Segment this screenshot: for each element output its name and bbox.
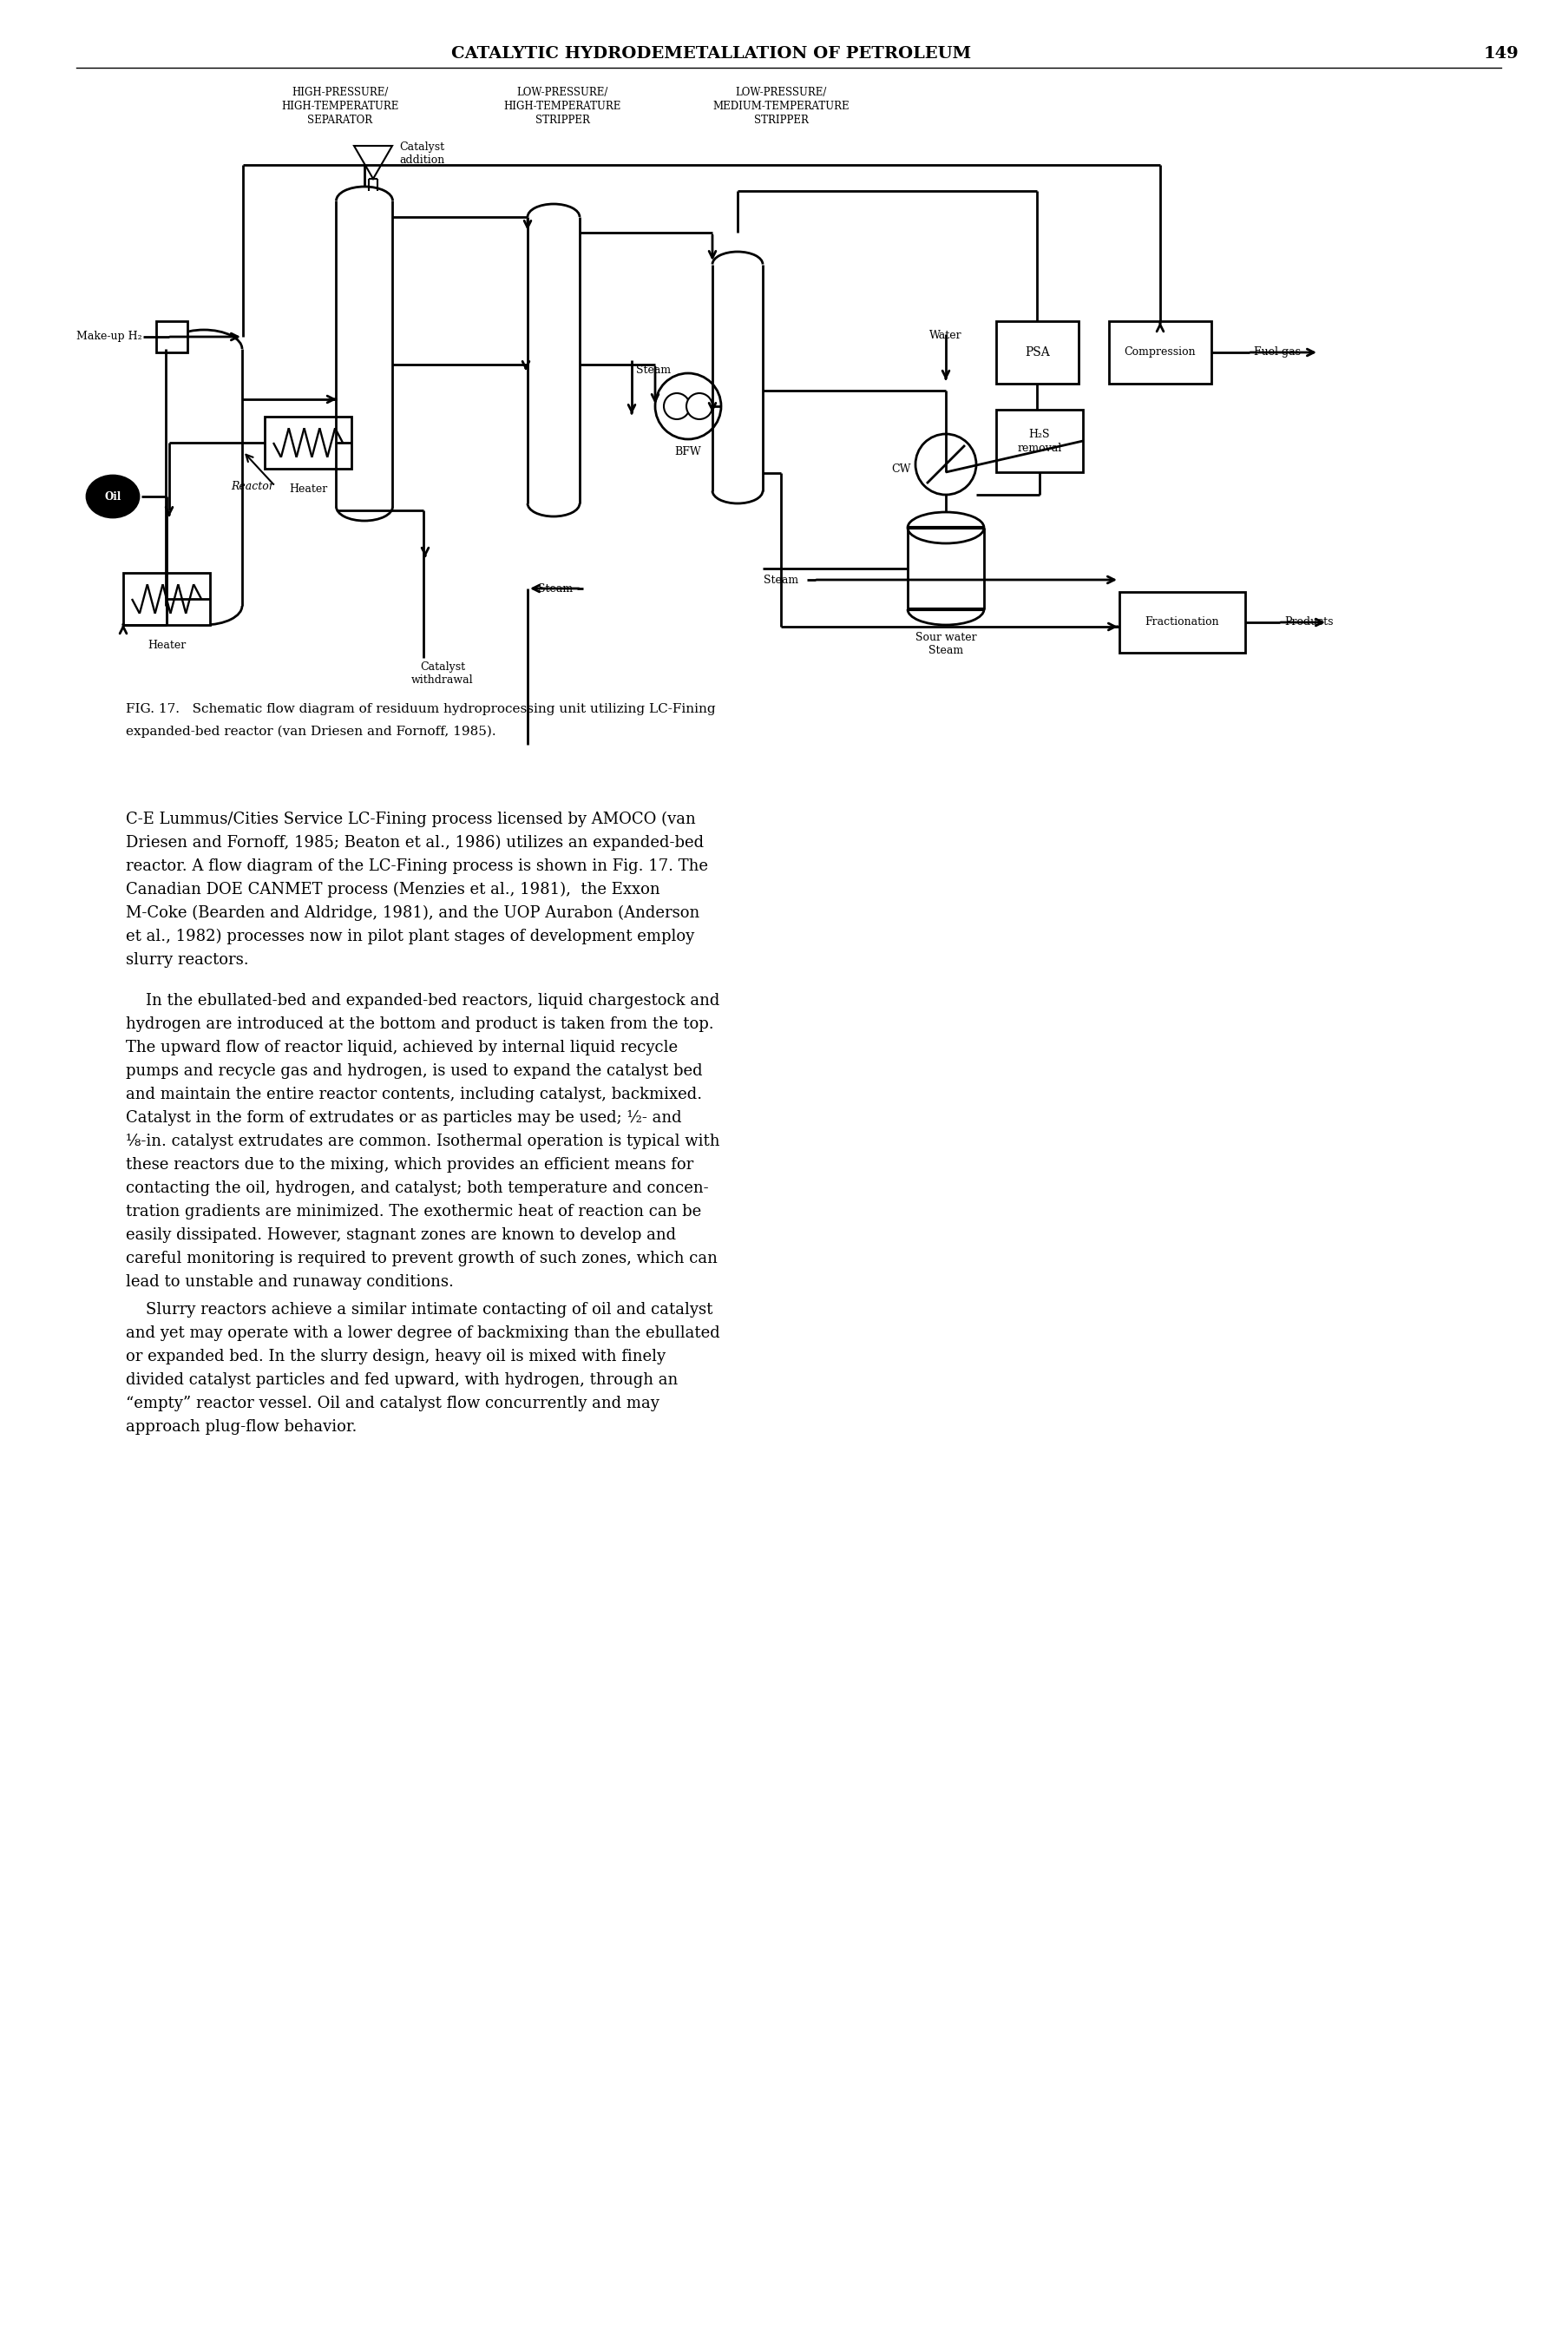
Text: LOW-PRESSURE/
HIGH-TEMPERATURE
STRIPPER: LOW-PRESSURE/ HIGH-TEMPERATURE STRIPPER: [503, 87, 621, 127]
Text: The upward flow of reactor liquid, achieved by internal liquid recycle: The upward flow of reactor liquid, achie…: [125, 1040, 677, 1056]
Text: Fractionation: Fractionation: [1145, 617, 1220, 629]
Text: Slurry reactors achieve a similar intimate contacting of oil and catalyst: Slurry reactors achieve a similar intima…: [125, 1303, 713, 1317]
Text: approach plug-flow behavior.: approach plug-flow behavior.: [125, 1420, 358, 1434]
Text: CW: CW: [892, 462, 911, 474]
Bar: [996, 411, 1083, 472]
Bar: [996, 322, 1079, 383]
Text: hydrogen are introduced at the bottom and product is taken from the top.: hydrogen are introduced at the bottom an…: [125, 1016, 713, 1033]
Text: tration gradients are minimized. The exothermic heat of reaction can be: tration gradients are minimized. The exo…: [125, 1204, 701, 1220]
Text: BFW: BFW: [674, 446, 701, 458]
Text: Heater: Heater: [289, 483, 328, 495]
Text: careful monitoring is required to prevent growth of such zones, which can: careful monitoring is required to preven…: [125, 1251, 718, 1267]
Text: Heater: Heater: [147, 641, 185, 650]
Bar: [1120, 591, 1245, 652]
Text: Canadian DOE CANMET process (Menzies et al., 1981),  the Exxon: Canadian DOE CANMET process (Menzies et …: [125, 882, 660, 897]
Text: Make-up H₂: Make-up H₂: [77, 331, 143, 343]
Circle shape: [655, 373, 721, 439]
Text: lead to unstable and runaway conditions.: lead to unstable and runaway conditions.: [125, 1274, 453, 1291]
Text: and maintain the entire reactor contents, including catalyst, backmixed.: and maintain the entire reactor contents…: [125, 1087, 702, 1103]
Text: and yet may operate with a lower degree of backmixing than the ebullated: and yet may operate with a lower degree …: [125, 1326, 720, 1340]
Text: FIG. 17.   Schematic flow diagram of residuum hydroprocessing unit utilizing LC-: FIG. 17. Schematic flow diagram of resid…: [125, 704, 715, 716]
Text: LOW-PRESSURE/
MEDIUM-TEMPERATURE
STRIPPER: LOW-PRESSURE/ MEDIUM-TEMPERATURE STRIPPE…: [712, 87, 850, 127]
Text: divided catalyst particles and fed upward, with hydrogen, through an: divided catalyst particles and fed upwar…: [125, 1373, 677, 1387]
Text: CATALYTIC HYDRODEMETALLATION OF PETROLEUM: CATALYTIC HYDRODEMETALLATION OF PETROLEU…: [452, 47, 972, 61]
Text: C-E Lummus/Cities Service LC-Fining process licensed by AMOCO (van: C-E Lummus/Cities Service LC-Fining proc…: [125, 812, 696, 828]
Text: PSA: PSA: [1025, 347, 1051, 359]
Bar: [157, 322, 188, 352]
Text: reactor. A flow diagram of the LC-Fining process is shown in Fig. 17. The: reactor. A flow diagram of the LC-Fining…: [125, 859, 709, 873]
Text: Catalyst
withdrawal: Catalyst withdrawal: [411, 662, 474, 685]
Text: Catalyst in the form of extrudates or as particles may be used; ½- and: Catalyst in the form of extrudates or as…: [125, 1110, 682, 1127]
Text: HIGH-PRESSURE/
HIGH-TEMPERATURE
SEPARATOR: HIGH-PRESSURE/ HIGH-TEMPERATURE SEPARATO…: [281, 87, 398, 127]
Circle shape: [916, 434, 977, 495]
Circle shape: [663, 394, 690, 420]
Text: easily dissipated. However, stagnant zones are known to develop and: easily dissipated. However, stagnant zon…: [125, 1227, 676, 1244]
Bar: [265, 418, 351, 469]
Text: or expanded bed. In the slurry design, heavy oil is mixed with finely: or expanded bed. In the slurry design, h…: [125, 1350, 666, 1364]
Text: “empty” reactor vessel. Oil and catalyst flow concurrently and may: “empty” reactor vessel. Oil and catalyst…: [125, 1396, 660, 1411]
Text: ⅛-in. catalyst extrudates are common. Isothermal operation is typical with: ⅛-in. catalyst extrudates are common. Is…: [125, 1134, 720, 1150]
Text: slurry reactors.: slurry reactors.: [125, 953, 249, 967]
Text: Products: Products: [1284, 617, 1333, 629]
Text: Steam: Steam: [764, 575, 798, 584]
Text: Catalyst
addition: Catalyst addition: [400, 141, 444, 167]
Text: contacting the oil, hydrogen, and catalyst; both temperature and concen-: contacting the oil, hydrogen, and cataly…: [125, 1181, 709, 1197]
Text: Sour water
Steam: Sour water Steam: [916, 631, 977, 657]
Text: Reactor: Reactor: [230, 481, 274, 493]
Text: these reactors due to the mixing, which provides an efficient means for: these reactors due to the mixing, which …: [125, 1157, 693, 1174]
Text: 149: 149: [1483, 47, 1519, 61]
Text: pumps and recycle gas and hydrogen, is used to expand the catalyst bed: pumps and recycle gas and hydrogen, is u…: [125, 1063, 702, 1080]
Text: Water: Water: [930, 331, 963, 340]
Text: Fuel gas: Fuel gas: [1254, 347, 1301, 359]
Bar: [124, 573, 210, 624]
Text: Driesen and Fornoff, 1985; Beaton et al., 1986) utilizes an expanded-bed: Driesen and Fornoff, 1985; Beaton et al.…: [125, 836, 704, 852]
Text: expanded-bed reactor (van Driesen and Fornoff, 1985).: expanded-bed reactor (van Driesen and Fo…: [125, 725, 495, 737]
Text: Oil: Oil: [105, 491, 121, 502]
Polygon shape: [354, 146, 392, 178]
Text: Steam: Steam: [538, 582, 572, 594]
Text: M-Coke (Bearden and Aldridge, 1981), and the UOP Aurabon (Anderson: M-Coke (Bearden and Aldridge, 1981), and…: [125, 906, 699, 920]
Circle shape: [687, 394, 712, 420]
Text: Compression: Compression: [1124, 347, 1196, 359]
Text: Steam: Steam: [637, 364, 671, 376]
Ellipse shape: [86, 476, 140, 516]
Bar: [1109, 322, 1212, 383]
Text: H₂S
removal: H₂S removal: [1018, 430, 1062, 453]
Text: In the ebullated-bed and expanded-bed reactors, liquid chargestock and: In the ebullated-bed and expanded-bed re…: [125, 993, 720, 1009]
Text: et al., 1982) processes now in pilot plant stages of development employ: et al., 1982) processes now in pilot pla…: [125, 929, 695, 943]
